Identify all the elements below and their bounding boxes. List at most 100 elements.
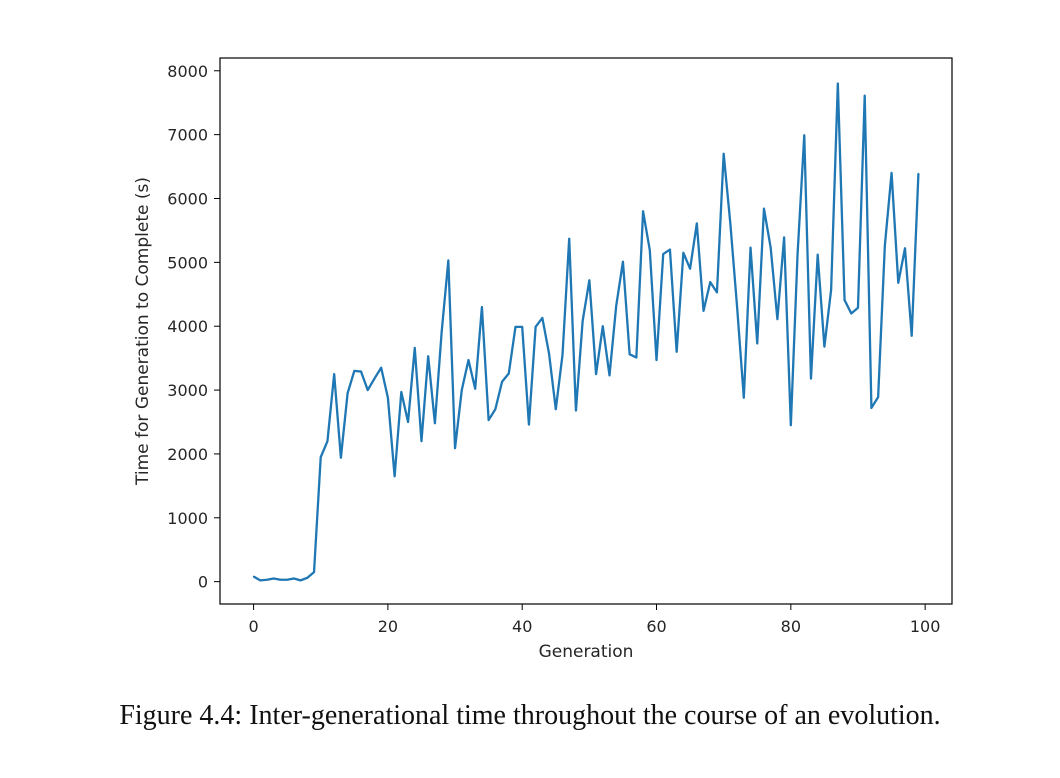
x-tick-label: 40 — [512, 617, 532, 636]
data-point — [266, 578, 268, 581]
data-point — [360, 370, 362, 373]
data-point — [756, 342, 759, 345]
data-point — [615, 304, 618, 307]
x-axis: 0 20 40 60 80 100 — [248, 604, 940, 636]
data-point — [252, 575, 255, 578]
data-point — [904, 247, 906, 250]
y-tick-label: 8000 — [167, 62, 208, 81]
data-point — [897, 281, 900, 284]
y-tick-label: 7000 — [167, 126, 208, 145]
data-point — [655, 359, 658, 361]
x-axis-label: Generation — [539, 642, 634, 662]
x-tick-label: 100 — [910, 617, 941, 636]
data-point — [870, 407, 873, 409]
data-point — [568, 237, 571, 240]
data-point — [790, 424, 792, 426]
data-point — [736, 306, 738, 308]
data-point — [514, 326, 517, 328]
data-point — [816, 253, 819, 256]
data-point — [541, 317, 544, 319]
data-point — [548, 352, 550, 355]
data-point — [884, 244, 886, 247]
data-point — [346, 392, 349, 395]
data-point — [837, 82, 839, 85]
data-point — [340, 456, 342, 459]
data-point — [279, 578, 282, 581]
data-point — [843, 299, 846, 301]
data-point — [333, 373, 335, 375]
data-point — [763, 207, 765, 210]
data-point — [696, 222, 698, 225]
y-tick-label: 0 — [198, 573, 208, 592]
y-axis-label: Time for Generation to Complete (s) — [133, 177, 153, 486]
data-point — [595, 373, 597, 375]
x-tick-label: 20 — [378, 617, 398, 636]
data-point — [286, 578, 288, 581]
data-point — [857, 306, 859, 309]
data-point — [528, 423, 530, 426]
data-point — [319, 456, 322, 458]
data-point — [373, 377, 376, 380]
data-point — [675, 350, 678, 353]
data-point — [575, 409, 577, 412]
data-point — [501, 380, 503, 383]
data-point — [716, 291, 718, 294]
data-point — [460, 389, 463, 391]
data-point — [447, 259, 450, 262]
x-tick-label: 80 — [781, 617, 801, 636]
data-point — [810, 377, 812, 380]
y-tick-label: 4000 — [167, 317, 208, 336]
data-point — [830, 289, 832, 291]
plot-area — [219, 57, 953, 605]
data-point — [306, 577, 309, 579]
y-tick-label: 3000 — [167, 381, 208, 400]
data-points — [252, 82, 920, 582]
data-point — [863, 94, 866, 97]
data-point — [293, 577, 295, 580]
data-point — [783, 236, 785, 239]
data-point — [823, 345, 826, 348]
data-point — [642, 210, 644, 213]
data-point — [434, 422, 436, 425]
data-point — [608, 374, 611, 377]
data-point — [366, 389, 369, 391]
data-point — [259, 579, 262, 582]
data-point — [481, 306, 483, 308]
data-point — [910, 334, 913, 337]
data-point — [702, 310, 705, 312]
data-point — [427, 355, 429, 358]
data-point — [299, 579, 302, 582]
figure-caption: Figure 4.4: Inter-generational time thro… — [119, 700, 941, 731]
data-point — [877, 396, 879, 398]
x-tick-label: 0 — [248, 617, 258, 636]
data-point — [554, 408, 557, 411]
data-point — [635, 356, 638, 359]
data-point — [796, 253, 799, 256]
data-point — [494, 408, 497, 411]
data-point — [474, 387, 476, 390]
y-axis: 0 1000 2000 3000 4000 5000 6000 7000 8000 — [167, 62, 220, 592]
data-point — [682, 251, 685, 254]
data-point — [729, 223, 732, 225]
data-point — [521, 326, 523, 328]
data-point — [689, 267, 691, 270]
x-tick-label: 60 — [646, 617, 666, 636]
data-point — [454, 447, 456, 449]
series-line — [253, 82, 920, 582]
data-point — [467, 359, 470, 361]
y-tick-label: 1000 — [167, 509, 208, 528]
y-tick-label: 6000 — [167, 189, 208, 208]
data-point — [313, 571, 315, 573]
data-point — [743, 396, 745, 399]
data-point — [601, 325, 604, 328]
data-point — [420, 440, 423, 442]
data-point — [353, 370, 356, 372]
data-point — [440, 331, 443, 334]
data-point — [326, 440, 329, 442]
data-point — [393, 475, 396, 478]
data-point — [407, 421, 409, 423]
data-point — [722, 152, 725, 155]
data-point — [387, 396, 389, 399]
data-point — [380, 366, 382, 369]
